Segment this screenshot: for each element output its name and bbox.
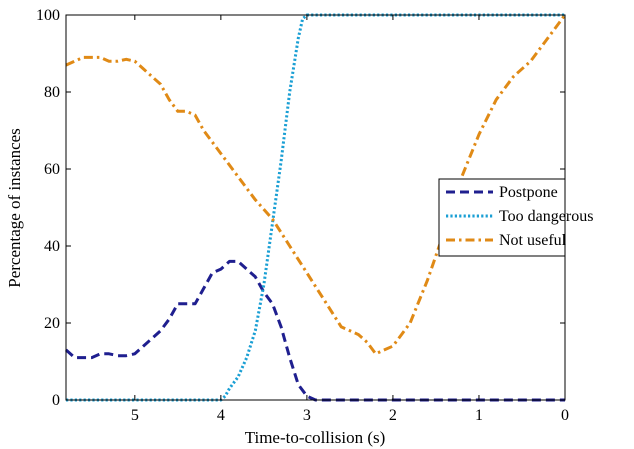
legend-label: Postpone <box>499 184 558 201</box>
x-tick-label: 3 <box>303 407 311 424</box>
y-tick-label: 0 <box>52 392 60 409</box>
y-tick-label: 80 <box>44 84 60 101</box>
y-tick-label: 100 <box>36 7 60 24</box>
legend-label: Too dangerous <box>499 208 593 225</box>
y-tick-label: 40 <box>44 238 60 255</box>
series-line-postpone <box>64 259 565 402</box>
x-tick-label: 2 <box>389 407 397 424</box>
x-tick-label: 4 <box>217 407 225 424</box>
x-tick-label: 0 <box>561 407 569 424</box>
x-axis-label: Time-to-collision (s) <box>245 428 386 447</box>
x-tick-label: 5 <box>131 407 139 424</box>
legend-label: Not useful <box>499 232 567 249</box>
y-tick-label: 60 <box>44 161 60 178</box>
y-tick-label: 20 <box>44 315 60 332</box>
y-axis-label: Percentage of instances <box>5 128 24 288</box>
x-tick-label: 1 <box>475 407 483 424</box>
legend: Postpone Too dangerous Not useful <box>438 178 593 257</box>
